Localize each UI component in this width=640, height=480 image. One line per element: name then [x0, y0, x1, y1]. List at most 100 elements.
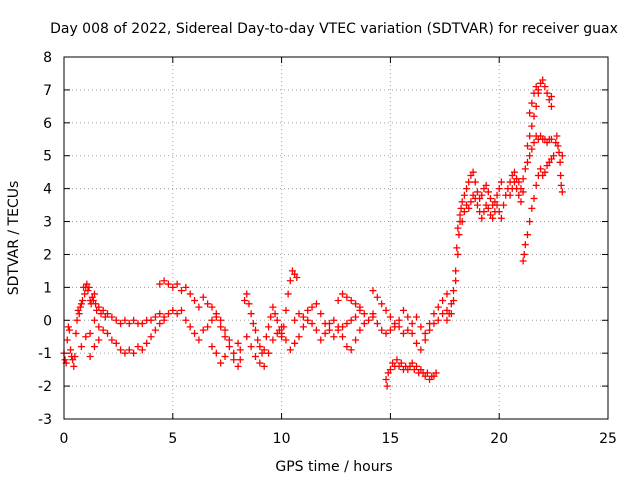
data-point-0-64: [230, 349, 238, 357]
data-point-0-370: [550, 152, 558, 160]
data-point-0-202: [408, 320, 416, 328]
data-point-0-99: [208, 303, 216, 311]
data-point-0-74: [108, 336, 116, 344]
data-point-0-330: [506, 191, 514, 199]
data-point-0-29: [92, 300, 100, 308]
data-point-0-83: [147, 333, 155, 341]
data-point-0-209: [439, 297, 447, 305]
data-point-0-116: [245, 300, 253, 308]
data-point-0-340: [530, 112, 538, 120]
data-point-0-76: [117, 346, 125, 354]
data-point-0-43: [138, 320, 146, 328]
data-point-0-86: [160, 316, 168, 324]
data-point-0-128: [271, 310, 279, 318]
data-point-0-204: [417, 323, 425, 331]
data-point-0-65: [234, 339, 242, 347]
grid-lines: [64, 57, 608, 419]
data-point-0-177: [321, 320, 329, 328]
data-point-0-213: [378, 326, 386, 334]
data-point-0-56: [195, 336, 203, 344]
data-point-0-39: [121, 316, 129, 324]
data-point-0-93: [182, 283, 190, 291]
data-point-0-215: [386, 326, 394, 334]
data-point-0-152: [295, 333, 303, 341]
data-point-0-58: [204, 323, 212, 331]
data-point-0-115: [243, 290, 251, 298]
data-point-0-140: [247, 343, 255, 351]
data-point-0-376: [557, 171, 565, 179]
data-point-0-46: [151, 313, 159, 321]
data-point-0-71: [95, 323, 103, 331]
data-point-0-89: [164, 280, 172, 288]
data-point-0-300: [484, 204, 492, 212]
data-point-0-186: [360, 310, 368, 318]
data-point-0-113: [221, 352, 229, 360]
data-point-0-212: [373, 320, 381, 328]
data-point-0-92: [178, 287, 186, 295]
data-point-0-79: [130, 349, 138, 357]
data-point-0-332: [510, 178, 518, 186]
data-point-0-227: [439, 310, 447, 318]
data-point-0-229: [382, 376, 390, 384]
data-point-0-112: [217, 359, 225, 367]
data-point-0-40: [125, 320, 133, 328]
data-point-0-166: [356, 326, 364, 334]
x-tick-label-4: 20: [490, 431, 508, 447]
data-point-0-358: [523, 231, 531, 239]
data-point-0-218: [399, 306, 407, 314]
data-point-0-355: [519, 257, 527, 265]
data-point-0-12: [73, 316, 81, 324]
data-point-0-77: [121, 349, 129, 357]
data-point-0-138: [293, 273, 301, 281]
data-point-0-142: [256, 359, 264, 367]
data-point-0-19: [81, 290, 89, 298]
data-point-0-62: [221, 333, 229, 341]
data-point-0-170: [291, 316, 299, 324]
data-point-0-109: [95, 336, 103, 344]
data-point-0-101: [217, 316, 225, 324]
data-point-0-191: [352, 300, 360, 308]
data-point-0-274: [486, 195, 494, 203]
data-point-0-63: [225, 343, 233, 351]
data-point-0-85: [156, 320, 164, 328]
data-point-0-5: [65, 326, 73, 334]
data-point-0-260: [457, 204, 465, 212]
data-point-0-262: [460, 191, 468, 199]
data-point-0-100: [212, 310, 220, 318]
data-point-0-257: [454, 250, 462, 258]
data-point-0-6: [67, 346, 75, 354]
data-point-0-4: [64, 323, 72, 331]
data-point-0-9: [70, 362, 78, 370]
data-point-0-35: [104, 310, 112, 318]
data-point-0-317: [521, 165, 529, 173]
data-point-0-47: [156, 310, 164, 318]
data-point-0-258: [455, 231, 463, 239]
y-tick-label-11: 8: [43, 50, 52, 66]
data-point-0-78: [125, 346, 133, 354]
data-point-0-230: [383, 382, 391, 390]
data-point-0-266: [469, 168, 477, 176]
data-point-0-223: [421, 336, 429, 344]
data-point-0-23: [85, 283, 93, 291]
data-point-0-189: [343, 293, 351, 301]
data-point-0-1: [61, 356, 69, 364]
data-point-0-220: [408, 329, 416, 337]
data-point-0-197: [386, 313, 394, 321]
y-axis-label: SDTVAR / TECUs: [6, 181, 22, 296]
data-point-0-217: [395, 316, 403, 324]
data-point-0-270: [478, 191, 486, 199]
data-point-0-354: [534, 86, 542, 94]
data-point-0-158: [321, 329, 329, 337]
data-point-0-284: [452, 267, 460, 275]
data-point-0-263: [463, 185, 471, 193]
data-point-0-97: [199, 293, 207, 301]
data-point-0-226: [434, 316, 442, 324]
data-point-0-287: [456, 211, 464, 219]
data-point-0-96: [195, 303, 203, 311]
data-point-0-222: [417, 346, 425, 354]
data-point-0-335: [517, 198, 525, 206]
data-point-0-15: [76, 303, 84, 311]
data-point-0-167: [360, 320, 368, 328]
data-point-0-219: [404, 313, 412, 321]
y-tick-label-0: -3: [38, 412, 52, 428]
